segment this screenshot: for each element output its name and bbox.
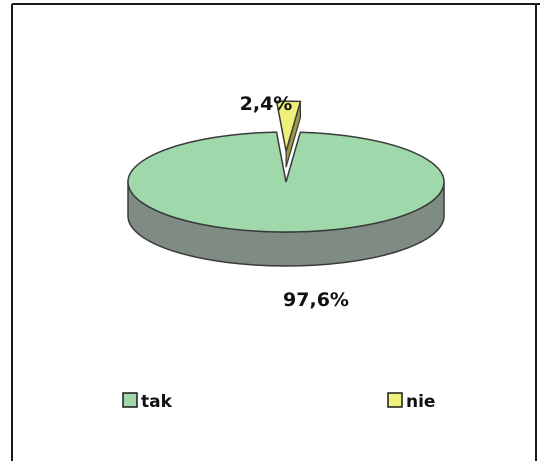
slice-tak bbox=[127, 131, 445, 233]
legend-item-nie: nie bbox=[387, 392, 435, 412]
legend-label-nie: nie bbox=[406, 392, 435, 412]
pie-layer bbox=[127, 100, 445, 267]
slice-nie bbox=[275, 100, 302, 152]
legend-swatch-tak bbox=[122, 392, 138, 408]
legend-label-tak: tak bbox=[141, 392, 173, 412]
legend-item-tak: tak bbox=[122, 392, 173, 412]
data-label-tak: 97,6% bbox=[283, 289, 349, 311]
legend: tak nie bbox=[122, 392, 435, 412]
legend-swatch-nie bbox=[387, 392, 403, 408]
data-label-nie: 2,4% bbox=[240, 93, 293, 115]
chart-border bbox=[11, 3, 540, 461]
